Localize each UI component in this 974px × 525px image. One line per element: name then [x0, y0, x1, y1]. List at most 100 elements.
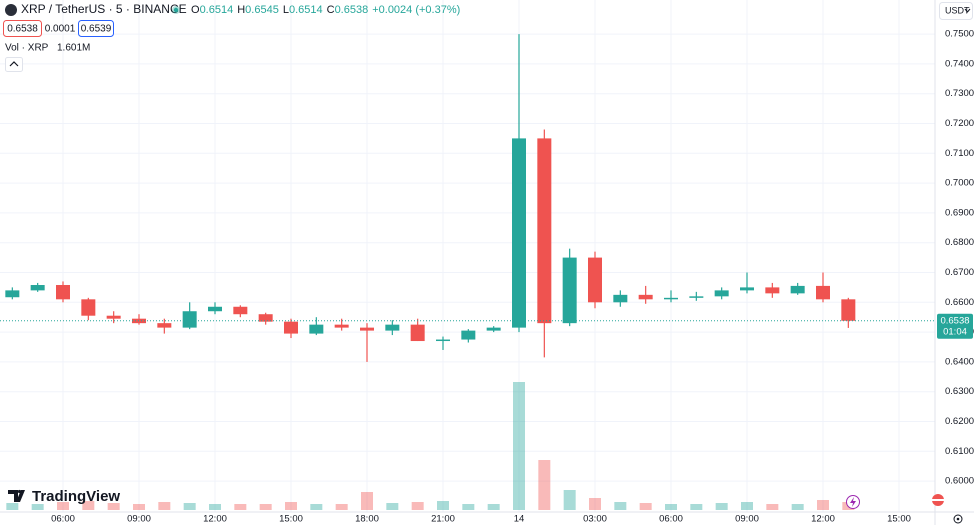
x-tick-label: 21:00 — [431, 514, 455, 525]
candle-body — [385, 324, 400, 331]
brand-logo-dot — [17, 489, 22, 494]
candle-body — [208, 306, 222, 312]
volume-pane — [6, 382, 855, 510]
candle-body — [740, 287, 754, 291]
volume-bar — [563, 490, 576, 510]
volume-bar — [487, 504, 500, 510]
volume-bar — [437, 501, 449, 510]
x-tick-label: 09:00 — [127, 514, 151, 525]
candle-body — [5, 290, 20, 298]
y-tick-label: 0.6200 — [945, 416, 974, 427]
x-tick-label: 18:00 — [355, 514, 379, 525]
c-label: C — [327, 4, 335, 16]
candle-body — [334, 324, 349, 328]
symbol-title[interactable]: XRP / TetherUS · 5 · BINANCE — [21, 2, 187, 16]
candle-body — [461, 330, 476, 340]
x-tick-label: 12:00 — [203, 514, 227, 525]
h-value: 0.6545 — [245, 4, 279, 16]
volume-bar — [639, 503, 652, 510]
o-label: O — [191, 4, 200, 16]
volume-bar — [107, 503, 120, 510]
y-tick-label: 0.7300 — [945, 88, 974, 99]
y-tick-label: 0.6900 — [945, 207, 974, 218]
candle-body — [537, 138, 552, 324]
l-value: 0.6514 — [289, 4, 323, 16]
x-tick-label: 09:00 — [735, 514, 759, 525]
y-tick-label: 0.7000 — [945, 178, 974, 189]
alert-bolt — [850, 497, 856, 507]
candle-body — [309, 324, 324, 334]
candle-body — [56, 285, 70, 300]
volume-bar — [31, 504, 44, 510]
volume-bar — [234, 504, 247, 510]
volume-bar — [791, 504, 804, 510]
candle-body — [486, 327, 501, 331]
volume-bar — [183, 503, 196, 510]
volume-bar — [411, 502, 424, 510]
volume-bar — [133, 504, 145, 510]
buy-price[interactable]: 0.6539 — [81, 24, 112, 35]
candle-body — [689, 296, 704, 298]
volume-bar — [741, 502, 753, 510]
candle-body — [841, 299, 856, 321]
candle-body — [790, 285, 805, 294]
y-tick-label: 0.7100 — [945, 148, 974, 159]
volume-bar — [285, 502, 297, 510]
volume-bar — [57, 502, 69, 510]
l-label: L — [283, 4, 289, 16]
volume-bar — [82, 501, 95, 510]
y-tick-label: 0.7500 — [945, 29, 974, 40]
candle-body — [30, 285, 45, 291]
volume-bar — [538, 460, 551, 510]
y-tick-label: 0.6600 — [945, 297, 974, 308]
candle-body — [436, 339, 450, 342]
candle-body — [157, 323, 172, 328]
status-dot — [173, 7, 179, 13]
brand-name: TradingView — [32, 488, 120, 505]
sell-button[interactable] — [3, 20, 42, 37]
volume-bar — [513, 382, 525, 510]
candles — [5, 34, 856, 362]
symbol-icon[interactable] — [5, 4, 17, 16]
candle-body — [588, 257, 602, 303]
collapse-button[interactable] — [5, 57, 23, 72]
volume-bar — [766, 504, 779, 510]
candle-body — [410, 324, 425, 342]
axes: 0.60000.61000.62000.63000.64000.65000.66… — [0, 29, 974, 525]
sell-price[interactable]: 0.6538 — [7, 24, 38, 35]
grid — [0, 0, 935, 512]
volume-bar — [817, 500, 829, 510]
settings-icon[interactable] — [953, 514, 963, 524]
y-tick-label: 0.6000 — [945, 476, 974, 487]
candle-body — [562, 257, 577, 324]
volume-value: 1.601M — [57, 43, 90, 54]
candle-body — [106, 315, 121, 319]
currency-select[interactable] — [939, 2, 973, 20]
x-tick-label: 06:00 — [659, 514, 683, 525]
candle-body — [512, 138, 526, 328]
spread: 0.0001 — [45, 24, 76, 35]
c-value: 0.6538 — [335, 4, 369, 16]
volume-bar — [614, 502, 627, 510]
volume-bar — [361, 492, 373, 510]
h-label: H — [237, 4, 245, 16]
candle-body — [664, 297, 678, 300]
volume-bar — [6, 503, 19, 510]
volume-bar — [715, 503, 728, 510]
last-price-tag — [937, 313, 973, 339]
y-tick-label: 0.6400 — [945, 356, 974, 367]
countdown: 01:04 — [943, 326, 967, 337]
candle-body — [816, 285, 830, 300]
volume-bar — [665, 504, 677, 510]
ohlc-legend: O0.6514 H0.6545 L0.6514 C0.6538 +0.0024 (+0.… — [191, 4, 460, 16]
buy-button[interactable] — [78, 20, 114, 37]
flag-stripe — [932, 499, 944, 501]
volume-bar — [310, 504, 323, 510]
currency-caret — [964, 8, 971, 13]
candle-body — [81, 299, 96, 316]
volume-bar — [386, 503, 399, 510]
candle-body — [613, 294, 628, 303]
currency[interactable]: USDT — [945, 5, 970, 15]
x-tick-label: 06:00 — [51, 514, 75, 525]
